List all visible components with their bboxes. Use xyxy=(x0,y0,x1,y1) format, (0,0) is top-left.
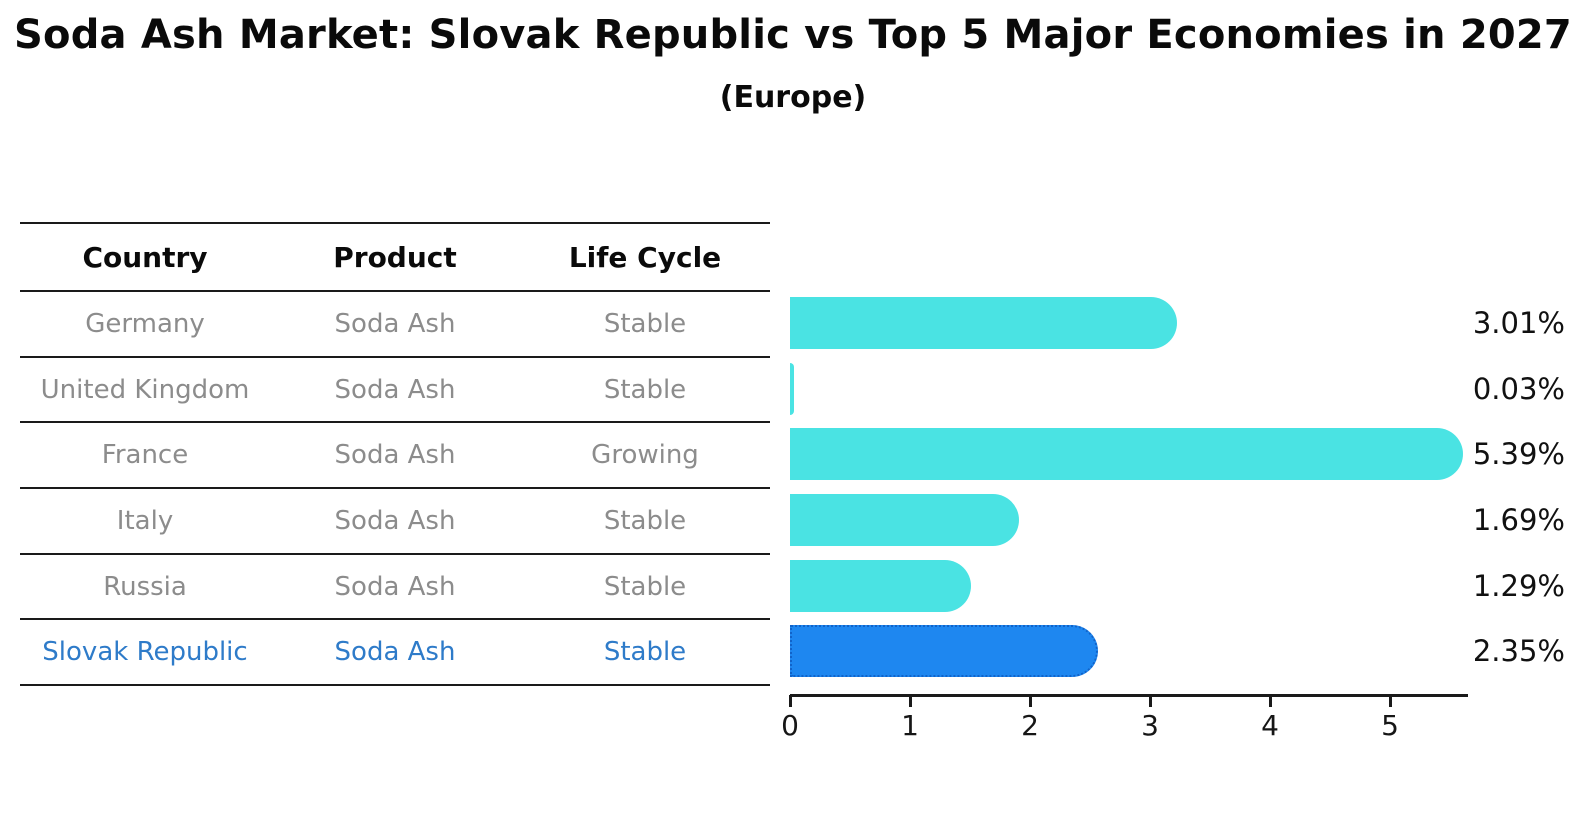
cell-life-cycle: Stable xyxy=(603,308,687,339)
bar xyxy=(790,493,1019,546)
x-tick-mark xyxy=(789,695,792,707)
bar-value-label: 1.69% xyxy=(1472,502,1565,537)
bar-value-label: 0.03% xyxy=(1472,371,1565,406)
cell-country: Italy xyxy=(116,505,174,536)
table-row: Italy Soda Ash Stable xyxy=(20,489,770,555)
bar xyxy=(790,559,971,612)
x-tick-mark xyxy=(1269,695,1272,707)
x-tick-label: 4 xyxy=(1261,709,1279,742)
cell-country: Germany xyxy=(85,308,205,339)
column-header-life-cycle: Life Cycle xyxy=(568,240,722,274)
x-tick-mark xyxy=(1029,695,1032,707)
bar xyxy=(790,428,1463,481)
bar-value-label: 2.35% xyxy=(1472,634,1565,669)
column-header-country: Country xyxy=(82,240,208,274)
value-label-column: 3.01% 0.03% 5.39% 1.69% 1.29% 2.35% xyxy=(1415,0,1565,823)
bar-value-label: 1.29% xyxy=(1472,568,1565,603)
cell-product: Soda Ash xyxy=(334,374,456,405)
table-row: France Soda Ash Growing xyxy=(20,423,770,490)
cell-product: Soda Ash xyxy=(334,440,456,471)
table-body: Germany Soda Ash Stable United Kingdom Soda … xyxy=(20,292,770,687)
x-tick-mark xyxy=(1389,695,1392,707)
x-tick-label: 2 xyxy=(1021,709,1039,742)
bar-value-label: 5.39% xyxy=(1472,437,1565,472)
x-tick-label: 0 xyxy=(781,709,799,742)
table-row: Slovak Republic Soda Ash Stable xyxy=(20,620,770,687)
cell-life-cycle: Growing xyxy=(591,440,699,471)
x-tick-mark xyxy=(1149,695,1152,707)
bar xyxy=(790,362,794,415)
bar-plot-area xyxy=(790,290,1468,697)
cell-product: Soda Ash xyxy=(334,637,456,668)
cell-country: Russia xyxy=(103,571,187,602)
cell-life-cycle: Stable xyxy=(603,637,687,668)
table-row: United Kingdom Soda Ash Stable xyxy=(20,358,770,424)
cell-country: Slovak Republic xyxy=(42,637,248,668)
chart-title: Soda Ash Market: Slovak Republic vs Top … xyxy=(14,12,1572,58)
table-row: Germany Soda Ash Stable xyxy=(20,292,770,358)
cell-product: Soda Ash xyxy=(334,308,456,339)
column-header-product: Product xyxy=(333,240,457,274)
x-tick-mark xyxy=(909,695,912,707)
country-table: Country Product Life Cycle Germany Soda A… xyxy=(20,222,770,687)
cell-country: United Kingdom xyxy=(40,374,250,405)
table-row: Russia Soda Ash Stable xyxy=(20,555,770,621)
cell-life-cycle: Stable xyxy=(603,505,687,536)
cell-life-cycle: Stable xyxy=(603,571,687,602)
x-axis: 0 1 2 3 4 5 xyxy=(781,693,1468,753)
cell-country: France xyxy=(101,440,189,471)
cell-product: Soda Ash xyxy=(334,571,456,602)
x-tick-label: 1 xyxy=(901,709,919,742)
chart-subtitle: (Europe) xyxy=(719,80,867,115)
bar-value-label: 3.01% xyxy=(1472,305,1565,340)
x-tick-label: 5 xyxy=(1381,709,1399,742)
table-header-row: Country Product Life Cycle xyxy=(20,224,770,292)
x-tick-label: 3 xyxy=(1141,709,1159,742)
cell-product: Soda Ash xyxy=(334,505,456,536)
bar xyxy=(790,296,1178,349)
cell-life-cycle: Stable xyxy=(603,374,687,405)
bar-highlight xyxy=(790,625,1098,678)
